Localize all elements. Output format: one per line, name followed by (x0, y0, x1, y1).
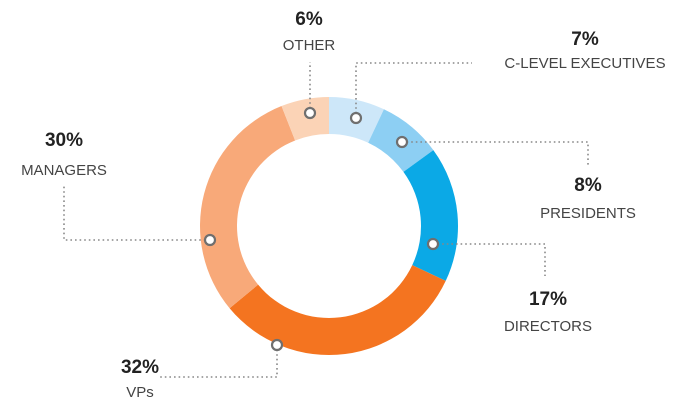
category-label: C-LEVEL EXECUTIVES (504, 55, 665, 72)
category-label: DIRECTORS (504, 318, 592, 335)
donut-segment (229, 265, 446, 356)
value-label: 8% (574, 175, 602, 196)
category-label: PRESIDENTS (540, 205, 636, 222)
leader-marker (349, 111, 363, 125)
donut-segment (403, 150, 458, 281)
donut-segment (281, 97, 329, 141)
leader-marker (270, 338, 284, 352)
leader-line (433, 243, 546, 276)
value-label: 17% (529, 289, 567, 310)
value-label: 32% (121, 357, 159, 378)
leader-marker (395, 135, 409, 149)
leader-marker (426, 237, 440, 251)
category-label: OTHER (283, 37, 336, 54)
donut-segment (200, 106, 296, 309)
value-label: 30% (45, 130, 83, 151)
category-label: VPs (126, 384, 154, 401)
leader-marker (303, 106, 317, 120)
value-label: 6% (295, 9, 323, 30)
leader-line (63, 186, 210, 241)
leader-marker (203, 233, 217, 247)
category-label: MANAGERS (21, 162, 107, 179)
value-label: 7% (571, 29, 599, 50)
leader-line (160, 345, 278, 378)
